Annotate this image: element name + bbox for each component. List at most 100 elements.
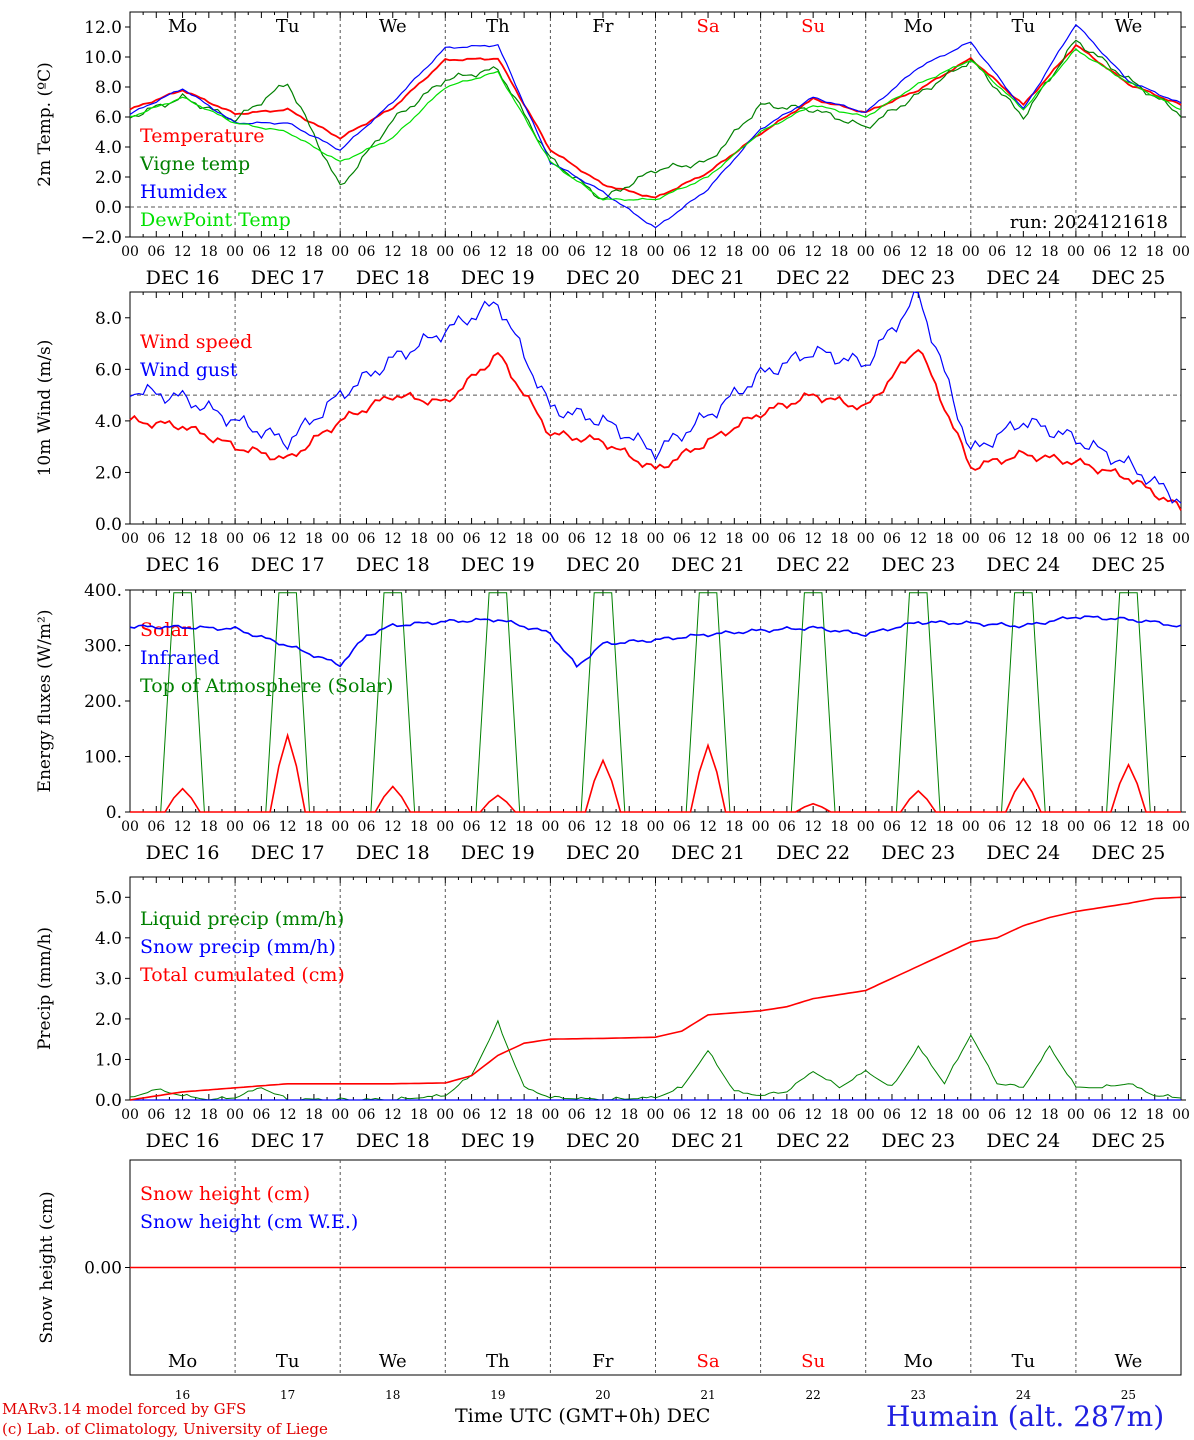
y-tick-label: 0.0 (95, 198, 122, 218)
hour-tick-label: 12 (699, 244, 717, 260)
y-axis-title: Precip (mm/h) (35, 927, 55, 1050)
hour-tick-label: 06 (147, 531, 165, 547)
hour-tick-label: 12 (279, 819, 297, 835)
hour-tick-label: 12 (489, 244, 507, 260)
solar-line (130, 732, 1181, 813)
hour-tick-label: 06 (358, 531, 376, 547)
hour-tick-label: 06 (358, 244, 376, 260)
day-name-label: We (379, 1351, 407, 1372)
day-number-label: 23 (911, 1388, 926, 1402)
hour-tick-label: 12 (279, 1107, 297, 1123)
hour-tick-label: 18 (305, 244, 323, 260)
y-tick-label: 12.0 (84, 18, 122, 38)
hour-tick-label: 00 (541, 244, 559, 260)
y-axis-title: 2m Temp. (ºC) (35, 62, 55, 187)
hour-tick-label: 18 (305, 819, 323, 835)
y-tick-label: 100. (84, 748, 122, 768)
hour-tick-label: 00 (752, 531, 770, 547)
hour-tick-label: 06 (463, 1107, 481, 1123)
hour-tick-label: 06 (147, 1107, 165, 1123)
liquid-precip-line (129, 1019, 1182, 1101)
day-name-label: We (1115, 1351, 1143, 1372)
hour-tick-label: 12 (804, 244, 822, 260)
date-tick-label: DEC 16 (146, 842, 220, 864)
hour-tick-label: 12 (804, 1107, 822, 1123)
date-tick-label: DEC 16 (146, 267, 220, 289)
date-tick-label: DEC 25 (1092, 554, 1166, 576)
hour-tick-label: 00 (647, 244, 665, 260)
hour-tick-label: 06 (252, 531, 270, 547)
hour-tick-label: 06 (883, 244, 901, 260)
date-tick-label: DEC 24 (986, 554, 1060, 576)
hour-tick-label: 00 (226, 1107, 244, 1123)
date-tick-label: DEC 23 (881, 842, 955, 864)
hour-tick-label: 18 (620, 819, 638, 835)
hour-tick-label: 18 (831, 819, 849, 835)
y-tick-label: 1.0 (95, 1050, 122, 1070)
y-tick-label: 3.0 (95, 969, 122, 989)
hour-tick-label: 06 (883, 531, 901, 547)
date-tick-label: DEC 22 (776, 267, 850, 289)
legend-entry: Wind gust (140, 359, 238, 381)
hour-tick-label: 00 (1172, 1107, 1190, 1123)
date-tick-label: DEC 21 (671, 554, 745, 576)
lab-credit: (c) Lab. of Climatology, University of L… (2, 1420, 328, 1438)
date-tick-label: DEC 25 (1092, 842, 1166, 864)
hour-tick-label: 00 (1067, 819, 1085, 835)
y-tick-label: 4.0 (95, 138, 122, 158)
date-tick-label: DEC 20 (566, 554, 640, 576)
hour-tick-label: 18 (410, 819, 428, 835)
hour-tick-label: 18 (410, 1107, 428, 1123)
hour-tick-label: 06 (463, 819, 481, 835)
hour-tick-label: 12 (1120, 1107, 1138, 1123)
hour-tick-label: 00 (857, 819, 875, 835)
hour-tick-label: 06 (463, 531, 481, 547)
day-number-label: 17 (280, 1388, 295, 1402)
date-tick-label: DEC 20 (566, 842, 640, 864)
day-number-label: 18 (385, 1388, 400, 1402)
legend-entry: Temperature (140, 125, 264, 147)
hour-tick-label: 06 (358, 819, 376, 835)
y-tick-label: 10.0 (84, 48, 122, 68)
y-tick-label: 0.0 (95, 515, 122, 535)
hour-tick-label: 06 (568, 244, 586, 260)
hour-tick-label: 12 (384, 819, 402, 835)
hour-tick-label: 18 (1041, 1107, 1059, 1123)
date-tick-label: DEC 22 (776, 842, 850, 864)
hour-tick-label: 18 (620, 244, 638, 260)
date-tick-label: DEC 25 (1092, 267, 1166, 289)
day-name-label: Tu (276, 16, 300, 37)
hour-tick-label: 18 (200, 819, 218, 835)
hour-tick-label: 06 (883, 1107, 901, 1123)
time-axis-title: Time UTC (GMT+0h) DEC (455, 1405, 711, 1427)
day-name-label: Mo (168, 1351, 197, 1372)
hour-tick-label: 12 (279, 531, 297, 547)
date-tick-label: DEC 20 (566, 1130, 640, 1152)
y-tick-label: 6.0 (95, 108, 122, 128)
hour-tick-label: 00 (541, 1107, 559, 1123)
hour-tick-label: 00 (331, 531, 349, 547)
hour-tick-label: 06 (673, 244, 691, 260)
hour-tick-label: 00 (1172, 244, 1190, 260)
day-name-label: Mo (168, 16, 197, 37)
hour-tick-label: 18 (410, 531, 428, 547)
hour-tick-label: 12 (1120, 244, 1138, 260)
hour-tick-label: 00 (121, 1107, 139, 1123)
hour-tick-label: 18 (1146, 531, 1164, 547)
hour-tick-label: 06 (778, 819, 796, 835)
hour-tick-label: 06 (1093, 819, 1111, 835)
day-number-label: 16 (175, 1388, 190, 1402)
panel-frame (129, 11, 1182, 238)
date-tick-label: DEC 24 (986, 267, 1060, 289)
y-tick-label: 0.00 (84, 1259, 122, 1279)
hour-tick-label: 06 (673, 531, 691, 547)
hour-tick-label: 06 (1093, 531, 1111, 547)
series-line-green (129, 39, 1182, 200)
y-tick-label: 4.0 (95, 929, 122, 949)
date-tick-label: DEC 25 (1092, 1130, 1166, 1152)
day-name-label: Su (801, 16, 825, 37)
y-tick-label: 400. (84, 581, 122, 601)
date-tick-label: DEC 20 (566, 267, 640, 289)
day-name-label: Th (486, 1351, 510, 1372)
day-number-label: 20 (595, 1388, 610, 1402)
